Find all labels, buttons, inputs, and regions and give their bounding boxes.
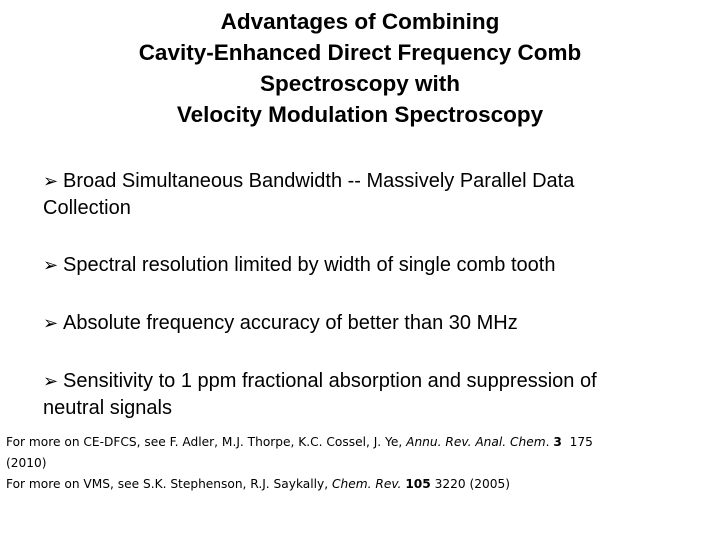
reference-authors: For more on CE-DFCS, see F. Adler, M.J. …	[6, 435, 407, 449]
reference-volume: 3	[553, 435, 562, 449]
title-line-1: Advantages of Combining	[220, 9, 500, 34]
references: For more on CE-DFCS, see F. Adler, M.J. …	[6, 432, 718, 495]
title-line-2: Cavity-Enhanced Direct Frequency Comb	[138, 40, 582, 65]
bullet-item: ➢ Broad Simultaneous Bandwidth -- Massive…	[43, 168, 715, 222]
bullet-text: Sensitivity to 1 ppm fractional absorpti…	[63, 370, 597, 392]
reference-pages-year: 3220 (2005)	[434, 477, 511, 491]
arrow-bullet-icon: ➢	[43, 313, 59, 333]
reference-journal: Annu. Rev. Anal. Chem	[406, 435, 546, 449]
arrow-bullet-icon: ➢	[43, 255, 59, 275]
bullet-item: ➢ Sensitivity to 1 ppm fractional absorpt…	[43, 368, 715, 422]
slide-title: Advantages of Combining Cavity-Enhanced …	[0, 6, 720, 130]
title-line-3: Spectroscopy with	[259, 71, 461, 96]
bullet-text: Absolute frequency accuracy of better th…	[63, 312, 518, 334]
reference-year: (2010)	[6, 456, 47, 470]
bullet-item: ➢ Spectral resolution limited by width of…	[43, 252, 715, 279]
reference-journal: Chem. Rev.	[332, 477, 402, 491]
reference-ce-dfcs: For more on CE-DFCS, see F. Adler, M.J. …	[6, 435, 593, 470]
reference-pages: 175	[569, 435, 593, 449]
reference-authors: For more on VMS, see S.K. Stephenson, R.…	[6, 477, 333, 491]
bullet-list: ➢ Broad Simultaneous Bandwidth -- Massive…	[43, 168, 715, 422]
arrow-bullet-icon: ➢	[43, 171, 59, 191]
title-line-4: Velocity Modulation Spectroscopy	[176, 102, 544, 127]
reference-volume: 105	[405, 477, 431, 491]
arrow-bullet-icon: ➢	[43, 371, 59, 391]
bullet-text: Spectral resolution limited by width of …	[63, 254, 556, 276]
bullet-text-continued: Collection	[43, 197, 131, 219]
bullet-text-continued: neutral signals	[43, 397, 172, 419]
bullet-text: Broad Simultaneous Bandwidth -- Massivel…	[63, 170, 575, 192]
reference-vms: For more on VMS, see S.K. Stephenson, R.…	[6, 474, 718, 495]
bullet-item: ➢ Absolute frequency accuracy of better t…	[43, 310, 715, 337]
